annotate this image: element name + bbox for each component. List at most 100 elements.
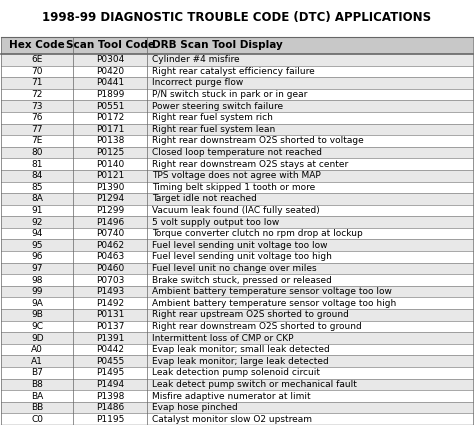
Text: 76: 76 <box>31 113 43 122</box>
Bar <box>1 251 473 263</box>
Text: Incorrect purge flow: Incorrect purge flow <box>152 79 243 88</box>
Text: 7E: 7E <box>32 136 43 145</box>
Text: Fuel level unit no change over miles: Fuel level unit no change over miles <box>152 264 316 273</box>
Text: P0703: P0703 <box>96 275 124 285</box>
Bar <box>1 355 473 367</box>
Text: P1899: P1899 <box>96 90 124 99</box>
Text: Hex Code: Hex Code <box>9 40 65 51</box>
Text: P0125: P0125 <box>96 148 124 157</box>
Text: P/N switch stuck in park or in gear: P/N switch stuck in park or in gear <box>152 90 307 99</box>
Text: Cylinder #4 misfire: Cylinder #4 misfire <box>152 55 239 64</box>
Text: P0740: P0740 <box>96 229 124 238</box>
Text: P1195: P1195 <box>96 415 124 424</box>
Bar <box>1 216 473 228</box>
Text: B7: B7 <box>31 368 43 377</box>
Bar <box>1 147 473 159</box>
Text: P0121: P0121 <box>96 171 124 180</box>
Bar <box>1 100 473 112</box>
Bar <box>1 263 473 274</box>
Bar <box>1 159 473 170</box>
Bar <box>1 170 473 181</box>
Bar <box>1 193 473 205</box>
Bar <box>1 414 473 425</box>
Text: 81: 81 <box>31 160 43 169</box>
Bar <box>1 37 473 54</box>
Text: 95: 95 <box>31 241 43 250</box>
Bar <box>1 77 473 89</box>
Text: P0442: P0442 <box>96 345 124 354</box>
Text: Scan Tool Code: Scan Tool Code <box>66 40 155 51</box>
Text: P0455: P0455 <box>96 357 124 366</box>
Text: P0131: P0131 <box>96 310 124 319</box>
Text: P0171: P0171 <box>96 125 124 134</box>
Text: TPS voltage does not agree with MAP: TPS voltage does not agree with MAP <box>152 171 320 180</box>
Bar <box>1 54 473 65</box>
Text: DRB Scan Tool Display: DRB Scan Tool Display <box>152 40 283 51</box>
Text: P0137: P0137 <box>96 322 124 331</box>
Text: P1495: P1495 <box>96 368 124 377</box>
Text: 98: 98 <box>31 275 43 285</box>
Text: A0: A0 <box>31 345 43 354</box>
Text: Right rear upstream O2S shorted to ground: Right rear upstream O2S shorted to groun… <box>152 310 348 319</box>
Text: 73: 73 <box>31 102 43 111</box>
Text: P0172: P0172 <box>96 113 124 122</box>
Text: Intermittent loss of CMP or CKP: Intermittent loss of CMP or CKP <box>152 334 293 343</box>
Text: P1398: P1398 <box>96 391 124 400</box>
Text: P0463: P0463 <box>96 252 124 261</box>
Text: Closed loop temperature not reached: Closed loop temperature not reached <box>152 148 322 157</box>
Text: BA: BA <box>31 391 43 400</box>
Bar <box>1 286 473 298</box>
Bar <box>1 89 473 100</box>
Text: Evap leak monitor; small leak detected: Evap leak monitor; small leak detected <box>152 345 329 354</box>
Text: 5 volt supply output too low: 5 volt supply output too low <box>152 218 279 227</box>
Text: 6E: 6E <box>32 55 43 64</box>
Text: P1486: P1486 <box>96 403 124 412</box>
Text: P0460: P0460 <box>96 264 124 273</box>
Text: Right rear catalyst efficiency failure: Right rear catalyst efficiency failure <box>152 67 314 76</box>
Text: 9D: 9D <box>31 334 44 343</box>
Text: Catalyst monitor slow O2 upstream: Catalyst monitor slow O2 upstream <box>152 415 312 424</box>
Text: Ambient battery temperature sensor voltage too high: Ambient battery temperature sensor volta… <box>152 299 396 308</box>
Bar <box>1 124 473 135</box>
Bar <box>1 112 473 124</box>
Text: 94: 94 <box>32 229 43 238</box>
Text: 85: 85 <box>31 183 43 192</box>
Text: P1492: P1492 <box>96 299 124 308</box>
Text: Leak detect pump switch or mechanical fault: Leak detect pump switch or mechanical fa… <box>152 380 356 389</box>
Text: 77: 77 <box>31 125 43 134</box>
Bar <box>1 205 473 216</box>
Text: Vacuum leak found (IAC fully seated): Vacuum leak found (IAC fully seated) <box>152 206 319 215</box>
Text: 9A: 9A <box>31 299 43 308</box>
Text: P1390: P1390 <box>96 183 124 192</box>
Text: 1998-99 DIAGNOSTIC TROUBLE CODE (DTC) APPLICATIONS: 1998-99 DIAGNOSTIC TROUBLE CODE (DTC) AP… <box>43 11 431 24</box>
Text: P1294: P1294 <box>96 194 124 204</box>
Text: B8: B8 <box>31 380 43 389</box>
Text: Right rear downstream O2S shorted to ground: Right rear downstream O2S shorted to gro… <box>152 322 362 331</box>
Text: Ambient battery temperature sensor voltage too low: Ambient battery temperature sensor volta… <box>152 287 392 296</box>
Text: 80: 80 <box>31 148 43 157</box>
Text: 84: 84 <box>32 171 43 180</box>
Text: P0420: P0420 <box>96 67 124 76</box>
Bar <box>1 65 473 77</box>
Text: Evap leak monitor; large leak detected: Evap leak monitor; large leak detected <box>152 357 328 366</box>
Text: Misfire adaptive numerator at limit: Misfire adaptive numerator at limit <box>152 391 310 400</box>
Text: P0138: P0138 <box>96 136 124 145</box>
Text: 8A: 8A <box>31 194 43 204</box>
Text: P0304: P0304 <box>96 55 124 64</box>
Text: Right rear fuel system lean: Right rear fuel system lean <box>152 125 275 134</box>
Text: 96: 96 <box>31 252 43 261</box>
Text: P0462: P0462 <box>96 241 124 250</box>
Bar <box>1 181 473 193</box>
Text: Fuel level sending unit voltage too high: Fuel level sending unit voltage too high <box>152 252 331 261</box>
Text: 72: 72 <box>32 90 43 99</box>
Text: 91: 91 <box>31 206 43 215</box>
Text: BB: BB <box>31 403 43 412</box>
Bar <box>1 332 473 344</box>
Text: P1494: P1494 <box>96 380 124 389</box>
Text: Timing belt skipped 1 tooth or more: Timing belt skipped 1 tooth or more <box>152 183 315 192</box>
Bar <box>1 274 473 286</box>
Bar <box>1 228 473 240</box>
Text: C0: C0 <box>31 415 43 424</box>
Text: P0140: P0140 <box>96 160 124 169</box>
Text: Fuel level sending unit voltage too low: Fuel level sending unit voltage too low <box>152 241 327 250</box>
